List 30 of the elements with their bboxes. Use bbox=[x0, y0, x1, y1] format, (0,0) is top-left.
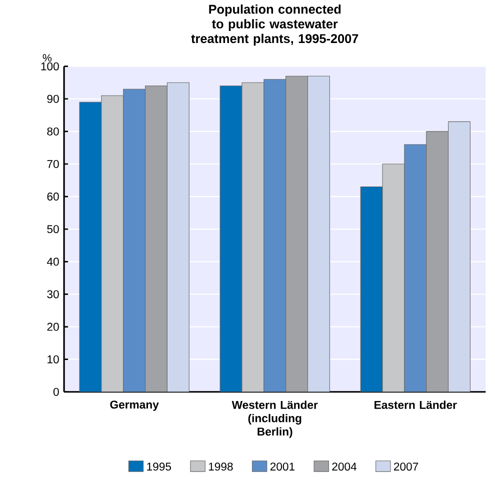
x-tick-label: Germany bbox=[110, 400, 159, 411]
y-axis-title: % bbox=[42, 54, 52, 62]
bar bbox=[79, 102, 102, 392]
chart-title: Population connected to public wastewater treatment plants, 1995-2007 bbox=[191, 4, 358, 46]
legend-label: 1998 bbox=[208, 462, 233, 470]
x-tick-label: Western Länder (including Berlin) bbox=[232, 400, 318, 438]
y-tick-label: 60 bbox=[47, 192, 59, 200]
bar bbox=[123, 88, 146, 392]
legend-label: 2007 bbox=[394, 462, 418, 470]
x-tick-label: Eastern Länder bbox=[374, 400, 457, 409]
y-tick-label: 90 bbox=[47, 94, 59, 103]
y-tick-label: 10 bbox=[48, 355, 59, 364]
y-tick-label: 80 bbox=[47, 127, 59, 136]
y-tick-label: 100 bbox=[41, 62, 59, 70]
y-tick-label: 20 bbox=[47, 322, 59, 331]
bar bbox=[382, 164, 405, 392]
y-tick-label: 0 bbox=[53, 388, 59, 396]
bar bbox=[242, 82, 264, 392]
bar bbox=[101, 95, 124, 392]
bar bbox=[264, 78, 286, 392]
bar bbox=[360, 186, 383, 392]
bar bbox=[220, 85, 242, 392]
bar bbox=[404, 144, 427, 392]
y-tick-label: 50 bbox=[47, 224, 59, 233]
y-tick-label: 70 bbox=[47, 160, 59, 168]
legend-label: 1995 bbox=[147, 462, 172, 470]
y-tick-label: 40 bbox=[46, 258, 59, 266]
legend-label: 2001 bbox=[270, 462, 295, 470]
legend-label: 2004 bbox=[332, 462, 357, 470]
y-tick-label: 30 bbox=[47, 290, 59, 298]
